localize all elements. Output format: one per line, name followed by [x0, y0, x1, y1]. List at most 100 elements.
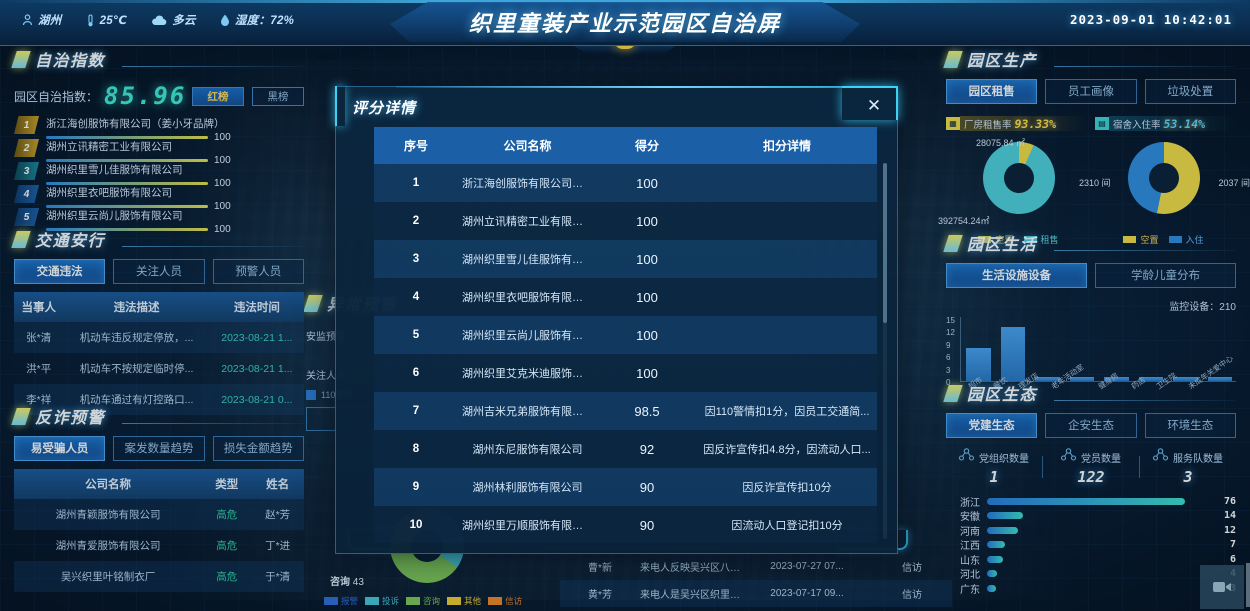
dorm-rate-label: 宿舍入住率 — [1113, 119, 1161, 131]
score-bar-wrap: 100 — [46, 132, 304, 143]
monitor-device-count: 监控设备：210 — [1169, 302, 1236, 313]
cell-company: 湖州林利服饰有限公司 — [458, 468, 597, 506]
legend-swatch-icon — [306, 389, 316, 400]
column-header: 违法时间 — [209, 292, 304, 322]
company-name: 浙江海创服饰有限公司（姜小牙品牌） — [46, 118, 225, 130]
factory-donut-legend: 空置 租售 — [946, 233, 1091, 246]
autonomy-list-toggle: 红榜 黑榜 — [192, 86, 304, 106]
panel-rule — [122, 246, 304, 247]
panel-title-text: 园区生态 — [967, 387, 1038, 404]
tab-案发数量趋势[interactable]: 案发数量趋势 — [113, 436, 205, 461]
legend-item: 报警 — [324, 595, 358, 607]
chart-bar — [966, 347, 991, 381]
table-body: 1浙江海创服饰有限公司（姜小牙...1002湖州立讯精密工业有限公司1003湖州… — [374, 164, 877, 543]
widget-drag-handle[interactable] — [1246, 563, 1250, 607]
chart-bars — [966, 317, 1232, 381]
table-row: 吴兴织里叶铭制衣厂 高危 于*清 — [14, 561, 304, 592]
tab-易受骗人员[interactable]: 易受骗人员 — [14, 436, 106, 461]
stat-divider — [1042, 456, 1043, 478]
dorm-callout-right: 2037 间 — [1218, 178, 1250, 188]
production-rate-row: ▦ 厂房租售率 93.33% ▤ 宿舍入住率 53.14% — [946, 115, 1236, 132]
province-bar — [987, 541, 1006, 549]
cell-name: 于*清 — [251, 561, 304, 592]
prov-row: 河南 12 — [946, 523, 1236, 538]
tab-损失金额趋势[interactable]: 损失金额趋势 — [212, 436, 304, 461]
org-tree-icon — [958, 448, 975, 466]
legend-item: 其他 — [447, 595, 481, 607]
table-body: 张*清 机动车违反规定停放，... 2023-08-21 1... 洪*平 机动车不按规… — [14, 322, 304, 415]
cell-company: 湖州青颖服饰有限公司 — [14, 499, 203, 530]
tab-垃圾处置[interactable]: 垃圾处置 — [1144, 79, 1236, 104]
score-value: 100 — [214, 201, 231, 212]
tab-生活设施设备[interactable]: 生活设施设备 — [946, 263, 1087, 288]
cell-score: 90 — [597, 506, 697, 543]
score-bar — [46, 159, 208, 162]
dorm-occupancy-donut-chart — [1127, 142, 1200, 214]
tab-企安生态[interactable]: 企安生态 — [1045, 413, 1137, 438]
cell-score: 100 — [597, 240, 697, 278]
autonomy-index-header: 园区自治指数： 85.96 红榜 黑榜 — [14, 82, 304, 110]
score-value: 100 — [214, 178, 231, 189]
score-bar-wrap: 100 — [46, 178, 304, 189]
tab-学龄儿童分布[interactable]: 学龄儿童分布 — [1095, 263, 1236, 288]
score-value: 100 — [214, 155, 231, 166]
app-header: 湖州 25℃ 多云 湿度：72% 织里童装产业示范园区自治屏 2023-09-0… — [0, 0, 1250, 46]
cell-detail — [697, 354, 877, 392]
stat-header: 党员数量 — [1043, 448, 1139, 466]
alert-subtitle-watchlist: 关注人员 — [306, 371, 346, 382]
province-name: 浙江 — [960, 497, 980, 509]
rank-content: 浙江海创服饰有限公司（姜小牙品牌） 100 — [46, 116, 304, 143]
dorm-rate-value: 53.14% — [1163, 116, 1206, 131]
autonomy-index-value: 85.96 — [104, 82, 187, 110]
panel-fraud-alert: 反诈预警 易受骗人员 案发数量趋势 损失金额趋势 公司名称 类型 姓名 湖州青颖服饰有限… — [11, 405, 304, 592]
factory-rate-value: 93.33% — [1014, 116, 1057, 131]
province-value: 76 — [1223, 495, 1236, 507]
header-weather-label: 多云 — [172, 15, 196, 27]
table-row: 10 湖州织里万顺服饰有限公司 90 因流动人口登记扣10分 — [374, 506, 877, 543]
cell-desc: 机动车通过有灯控路口... — [63, 384, 210, 415]
red-list-button[interactable]: 红榜 — [192, 86, 244, 106]
score-value: 100 — [214, 224, 231, 235]
legend-swatch-icon — [447, 597, 462, 605]
cell-detail — [697, 316, 877, 354]
tab-园区租售[interactable]: 园区租售 — [946, 79, 1038, 104]
tab-关注人员[interactable]: 关注人员 — [113, 259, 205, 284]
tab-员工画像[interactable]: 员工画像 — [1045, 79, 1137, 104]
tab-党建生态[interactable]: 党建生态 — [946, 413, 1038, 438]
close-icon[interactable]: ✕ — [866, 95, 882, 115]
column-header: 序号 — [374, 127, 458, 164]
chart-y-tick: 6 — [946, 353, 951, 363]
score-bar — [46, 205, 208, 208]
legend-swatch-icon — [1168, 236, 1182, 243]
table-row: 8 湖州东尼服饰有限公司 92 因反诈宣传扣4.8分，因流动人口... — [374, 430, 877, 468]
panel-title-text: 园区生活 — [967, 237, 1038, 254]
modal-scrollbar-track[interactable] — [883, 163, 887, 539]
legend-label: 报警 — [341, 596, 359, 606]
cell-name: 曹*新 — [588, 563, 612, 574]
black-list-button[interactable]: 黑榜 — [252, 86, 304, 106]
chart-bar — [1104, 376, 1129, 381]
prov-row: 江西 7 — [946, 538, 1236, 552]
tab-环境生态[interactable]: 环境生态 — [1144, 413, 1236, 438]
prov-row: 浙江 76 — [946, 494, 1236, 509]
rank-row: 4 湖州织里衣吧服饰有限公司 100 — [14, 185, 304, 212]
chart-bar — [1173, 376, 1198, 381]
cell-index: 5 — [374, 316, 458, 354]
chart-bar — [1035, 376, 1060, 381]
tab-交通违法[interactable]: 交通违法 — [14, 259, 106, 284]
cell-index: 8 — [374, 430, 458, 468]
video-widget-button[interactable] — [1200, 563, 1250, 609]
video-camera-icon — [1213, 582, 1231, 592]
modal-scrollbar-thumb[interactable] — [883, 163, 887, 323]
province-name: 河南 — [960, 526, 980, 538]
factory-occupancy-donut-chart — [982, 142, 1055, 214]
chart-bar — [1000, 327, 1025, 381]
thermometer-icon — [88, 13, 93, 26]
cell-score: 98.5 — [597, 392, 697, 430]
panel-header: 交通安行 — [11, 228, 304, 250]
province-value: 12 — [1223, 524, 1236, 536]
company-name: 湖州织里云尚儿服饰有限公司 — [46, 210, 183, 222]
rank-row: 5 湖州织里云尚儿服饰有限公司 100 — [14, 208, 304, 235]
tab-预警人员[interactable]: 预警人员 — [212, 259, 304, 284]
cell-time: 2023-08-21 0... — [209, 384, 304, 415]
